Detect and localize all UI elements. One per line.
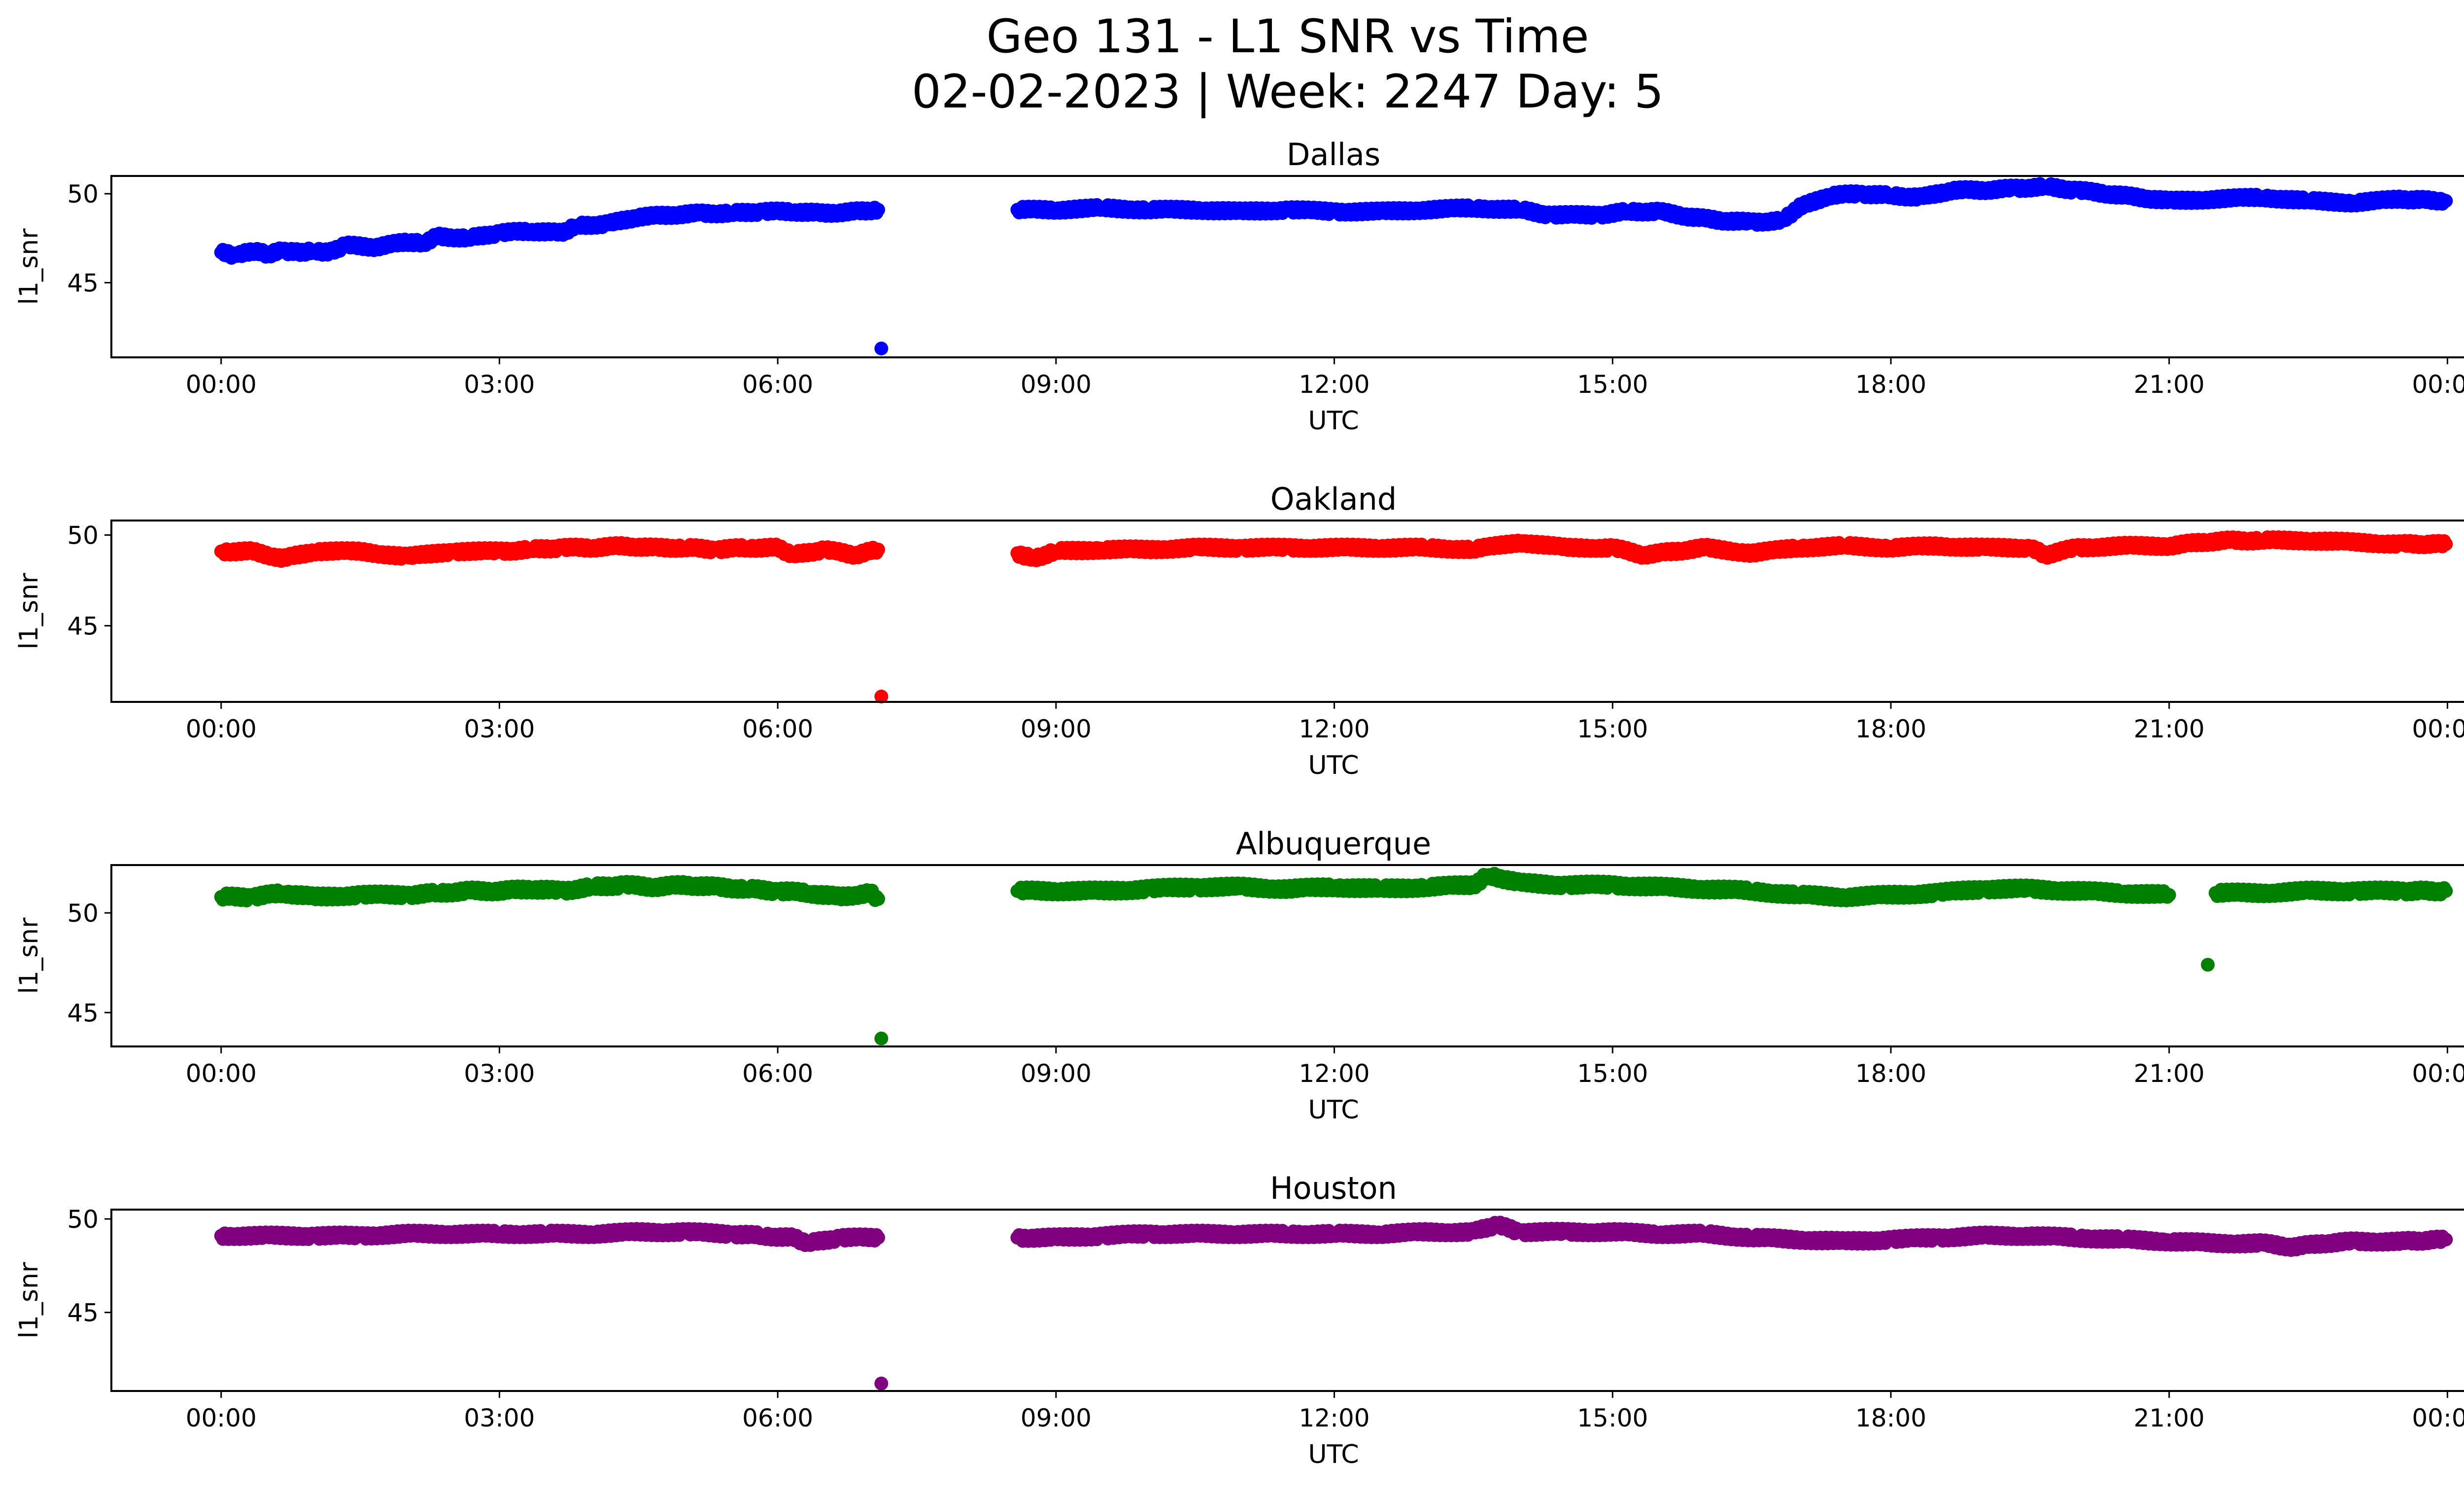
- x-tick-label: 18:00: [1855, 370, 1926, 399]
- x-tick-label: 12:00: [1299, 1059, 1370, 1088]
- x-axis-label: UTC: [1308, 1095, 1359, 1125]
- figure-subtitle: 02-02-2023 | Week: 2247 Day: 5: [911, 65, 1664, 119]
- x-tick-label: 03:00: [464, 715, 535, 743]
- y-axis-label: l1_snr: [14, 573, 44, 650]
- data-points: [214, 867, 2453, 1045]
- x-tick-label: 03:00: [464, 370, 535, 399]
- y-axis-label: l1_snr: [14, 917, 44, 994]
- outlier-point: [2201, 958, 2215, 972]
- x-tick-label: 00:00: [186, 370, 257, 399]
- x-tick-label: 03:00: [464, 1059, 535, 1088]
- axes-frame: [110, 520, 2464, 703]
- y-axis-label: l1_snr: [14, 1262, 44, 1339]
- subplot-title: Oakland: [1270, 481, 1397, 517]
- data-point: [871, 892, 886, 906]
- x-tick-label: 18:00: [1855, 1059, 1926, 1088]
- x-tick-label: 09:00: [1021, 715, 1092, 743]
- data-point: [871, 203, 886, 217]
- y-tick-label: 50: [67, 180, 99, 209]
- x-tick-label: 09:00: [1021, 1059, 1092, 1088]
- figure-title: Geo 131 - L1 SNR vs Time: [986, 10, 1589, 64]
- outlier-point: [874, 1031, 889, 1045]
- data-point: [2439, 884, 2453, 898]
- y-tick-label: 50: [67, 1205, 99, 1234]
- y-tick-label: 45: [67, 269, 99, 297]
- x-tick-label: 00:00: [186, 1404, 257, 1432]
- outlier-point: [874, 342, 889, 355]
- x-tick-label: 06:00: [742, 1404, 813, 1432]
- subplot-title: Dallas: [1287, 137, 1380, 173]
- x-axis-label: UTC: [1308, 751, 1359, 780]
- x-tick-label: 00:00: [2412, 1404, 2464, 1432]
- data-points: [214, 177, 2453, 355]
- data-points: [214, 1216, 2453, 1391]
- x-axis-label: UTC: [1308, 1440, 1359, 1469]
- x-tick-label: 06:00: [742, 1059, 813, 1088]
- axes-frame: [110, 175, 2464, 358]
- subplot-dallas: Dallas 00:00 03:00 06:00 09:00 12:00 15:00 18:0…: [14, 137, 2464, 436]
- x-tick-label: 00:00: [2412, 1059, 2464, 1088]
- x-tick-label: 03:00: [464, 1404, 535, 1432]
- y-tick-label: 45: [67, 1299, 99, 1327]
- x-tick-label: 12:00: [1299, 370, 1370, 399]
- data-point: [2162, 888, 2176, 902]
- subplot-houston: Houston 00:00 03:00 06:00 09:00 12:00 15:00 18:…: [14, 1170, 2464, 1469]
- x-tick-label: 18:00: [1855, 715, 1926, 743]
- x-axis-label: UTC: [1308, 406, 1359, 436]
- y-tick-label: 45: [67, 999, 99, 1027]
- y-axis-label: l1_snr: [14, 228, 44, 305]
- x-tick-label: 06:00: [742, 370, 813, 399]
- x-tick-label: 15:00: [1577, 370, 1648, 399]
- outlier-point: [874, 1376, 889, 1391]
- data-point: [2439, 194, 2453, 208]
- x-tick-label: 15:00: [1577, 1059, 1648, 1088]
- data-point: [2439, 1232, 2453, 1247]
- outlier-point: [874, 690, 889, 703]
- subplot-oakland: Oakland 00:00 03:00 06:00 09:00 12:00 15:00 18:…: [14, 481, 2464, 780]
- x-tick-label: 06:00: [742, 715, 813, 743]
- subplot-title: Houston: [1270, 1170, 1397, 1206]
- x-tick-label: 09:00: [1021, 1404, 1092, 1432]
- x-tick-label: 00:00: [2412, 370, 2464, 399]
- x-tick-label: 21:00: [2134, 715, 2205, 743]
- x-tick-label: 21:00: [2134, 1404, 2205, 1432]
- x-tick-label: 09:00: [1021, 370, 1092, 399]
- x-tick-label: 15:00: [1577, 1404, 1648, 1432]
- x-tick-label: 15:00: [1577, 715, 1648, 743]
- x-tick-label: 12:00: [1299, 1404, 1370, 1432]
- x-tick-label: 00:00: [186, 1059, 257, 1088]
- data-point: [871, 542, 886, 556]
- subplot-albuquerque: Albuquerque 00:00 03:00 06:00 09:00 12:00 15:0…: [14, 826, 2464, 1125]
- y-tick-label: 50: [67, 521, 99, 550]
- x-tick-label: 12:00: [1299, 715, 1370, 743]
- x-tick-label: 00:00: [2412, 715, 2464, 743]
- y-tick-label: 45: [67, 612, 99, 640]
- y-tick-label: 50: [67, 899, 99, 928]
- data-point: [2439, 537, 2453, 551]
- data-point: [871, 1230, 886, 1245]
- x-tick-label: 21:00: [2134, 1059, 2205, 1088]
- axes-frame: [110, 864, 2464, 1047]
- data-points: [214, 530, 2453, 703]
- x-tick-label: 00:00: [186, 715, 257, 743]
- x-tick-label: 18:00: [1855, 1404, 1926, 1432]
- subplot-title: Albuquerque: [1236, 826, 1431, 862]
- x-tick-label: 21:00: [2134, 370, 2205, 399]
